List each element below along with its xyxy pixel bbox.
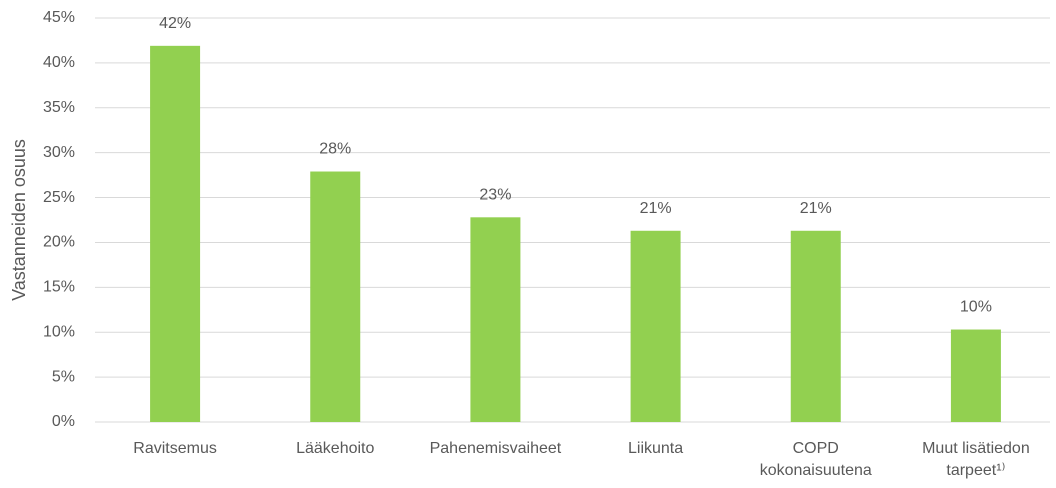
y-tick-label: 15% [43, 279, 75, 296]
bar [150, 45, 201, 422]
data-label: 21% [800, 200, 832, 217]
x-tick-label: Pahenemisvaiheet [430, 440, 562, 457]
bar [630, 230, 681, 422]
y-tick-label: 35% [43, 99, 75, 116]
y-tick-label: 30% [43, 144, 75, 161]
bar [790, 230, 841, 422]
bar [950, 329, 1001, 422]
x-tick-label: Muut lisätiedon [922, 440, 1030, 457]
y-tick-label: 25% [43, 189, 75, 206]
x-tick-label: kokonaisuutena [760, 462, 872, 479]
data-label: 10% [960, 299, 992, 316]
y-axis-label: Vastanneiden osuus [9, 139, 29, 301]
bar [470, 217, 521, 422]
data-label: 21% [640, 200, 672, 217]
bar [310, 171, 361, 422]
y-tick-label: 20% [43, 234, 75, 251]
x-tick-label: COPD [793, 440, 839, 457]
x-tick-label: tarpeet¹⁾ [946, 462, 1005, 479]
y-tick-label: 45% [43, 9, 75, 26]
data-label: 42% [159, 15, 191, 32]
x-tick-label: Lääkehoito [296, 440, 374, 457]
y-tick-label: 40% [43, 54, 75, 71]
y-tick-label: 0% [52, 413, 75, 430]
y-tick-label: 10% [43, 323, 75, 340]
data-label: 23% [479, 187, 511, 204]
x-tick-label: Liikunta [628, 440, 683, 457]
x-tick-label: Ravitsemus [133, 440, 217, 457]
data-label: 28% [319, 141, 351, 158]
y-tick-label: 5% [52, 368, 75, 385]
